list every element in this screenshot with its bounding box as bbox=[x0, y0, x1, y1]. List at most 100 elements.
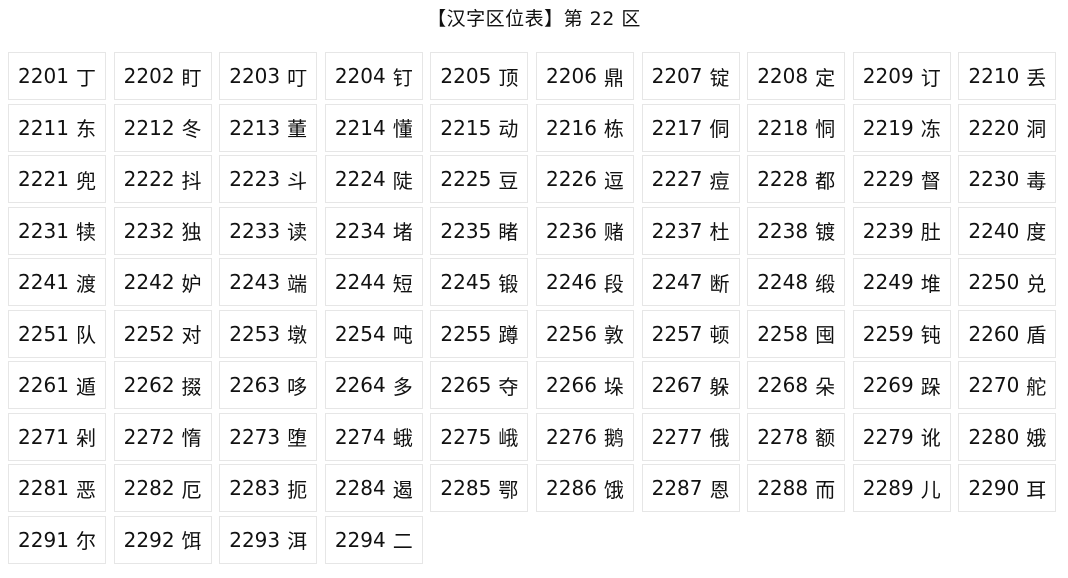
character-cell: 2268 朵 bbox=[747, 361, 846, 409]
cell-code: 2258 bbox=[757, 321, 809, 346]
cell-character: 定 bbox=[815, 65, 836, 90]
cell-code: 2274 bbox=[334, 424, 386, 449]
character-cell: 2232 独 bbox=[113, 206, 212, 255]
cell-code: 2263 bbox=[229, 373, 281, 397]
cell-code: 2243 bbox=[229, 270, 281, 294]
cell-code: 2236 bbox=[546, 218, 597, 243]
cell-character: 断 bbox=[709, 271, 730, 296]
character-cell: 2279 讹 bbox=[852, 412, 951, 461]
cell-character: 堵 bbox=[392, 220, 413, 244]
cell-character: 夺 bbox=[498, 374, 519, 399]
character-cell: 2283 扼 bbox=[219, 464, 318, 512]
cell-character: 斗 bbox=[287, 168, 308, 193]
cell-code: 2282 bbox=[123, 476, 175, 500]
cell-character: 盾 bbox=[1026, 323, 1047, 347]
cell-character: 懂 bbox=[392, 117, 413, 141]
character-cell: 2201 丁 bbox=[8, 52, 106, 100]
cell-code: 2261 bbox=[18, 373, 69, 397]
character-cell: 2218 恫 bbox=[747, 103, 846, 152]
cell-character: 洱 bbox=[287, 529, 308, 553]
cell-code: 2273 bbox=[229, 424, 281, 449]
cell-code: 2262 bbox=[123, 373, 175, 397]
cell-code: 2283 bbox=[229, 476, 281, 500]
character-cell: 2206 鼎 bbox=[535, 52, 634, 100]
character-cell: 2284 遏 bbox=[324, 464, 423, 512]
cell-character: 动 bbox=[498, 117, 519, 141]
cell-code: 2228 bbox=[757, 167, 809, 191]
cell-code: 2275 bbox=[440, 424, 492, 449]
cell-code: 2278 bbox=[757, 424, 809, 449]
cell-code: 2206 bbox=[546, 64, 597, 88]
character-cell: 2224 陡 bbox=[324, 155, 423, 203]
cell-character: 堆 bbox=[920, 271, 941, 296]
cell-character: 饿 bbox=[603, 477, 624, 502]
cell-character: 丁 bbox=[75, 65, 96, 90]
character-cell: 2270 舵 bbox=[958, 361, 1057, 409]
cell-code: 2242 bbox=[123, 270, 175, 294]
character-cell: 2267 躲 bbox=[641, 361, 740, 409]
character-cell: 2211 东 bbox=[8, 103, 106, 152]
cell-code: 2221 bbox=[18, 167, 69, 191]
cell-code: 2276 bbox=[546, 424, 597, 449]
cell-code: 2256 bbox=[546, 321, 597, 346]
cell-character: 遏 bbox=[392, 477, 413, 502]
cell-code: 2247 bbox=[651, 270, 703, 294]
character-cell: 2277 俄 bbox=[641, 412, 740, 461]
cell-character: 队 bbox=[75, 323, 96, 347]
cell-code: 2241 bbox=[18, 270, 69, 294]
character-cell: 2291 尔 bbox=[8, 515, 106, 564]
character-cell: 2208 定 bbox=[747, 52, 846, 100]
character-cell: 2262 掇 bbox=[113, 361, 212, 409]
character-cell: 2287 恩 bbox=[641, 464, 740, 512]
character-cell: 2222 抖 bbox=[113, 155, 212, 203]
cell-code: 2252 bbox=[123, 321, 175, 346]
character-cell: 2260 盾 bbox=[958, 309, 1057, 358]
character-cell: 2202 盯 bbox=[113, 52, 212, 100]
cell-character: 俄 bbox=[709, 426, 730, 450]
cell-character: 鹅 bbox=[603, 426, 624, 450]
cell-code: 2235 bbox=[440, 218, 492, 243]
character-cell: 2246 段 bbox=[535, 258, 634, 306]
character-cell: 2226 逗 bbox=[535, 155, 634, 203]
character-cell: 2259 钝 bbox=[852, 309, 951, 358]
character-cell: 2210 丢 bbox=[958, 52, 1057, 100]
cell-code: 2265 bbox=[440, 373, 492, 397]
cell-character: 跺 bbox=[920, 374, 941, 399]
character-cell: 2252 对 bbox=[113, 309, 212, 358]
cell-character: 而 bbox=[815, 477, 836, 502]
cell-code: 2202 bbox=[123, 64, 175, 88]
cell-character: 耳 bbox=[1026, 477, 1047, 502]
cell-character: 吨 bbox=[392, 323, 413, 347]
cell-character: 杜 bbox=[709, 220, 730, 244]
cell-code: 2253 bbox=[229, 321, 281, 346]
cell-character: 睹 bbox=[498, 220, 519, 244]
character-cell: 2235 睹 bbox=[430, 206, 529, 255]
character-cell: 2225 豆 bbox=[430, 155, 529, 203]
character-cell: 2204 钉 bbox=[324, 52, 423, 100]
cell-code: 2294 bbox=[334, 527, 386, 552]
character-cell: 2236 赌 bbox=[535, 206, 634, 255]
cell-character: 钉 bbox=[392, 65, 413, 90]
cell-code: 2218 bbox=[757, 115, 809, 140]
cell-character: 二 bbox=[392, 529, 413, 553]
cell-character: 都 bbox=[815, 168, 836, 193]
cell-character: 掇 bbox=[181, 374, 202, 399]
character-cell: 2290 耳 bbox=[958, 464, 1057, 512]
character-cell: 2289 儿 bbox=[852, 464, 951, 512]
page-title: 【汉字区位表】第 22 区 bbox=[427, 8, 641, 30]
character-cell: 2237 杜 bbox=[641, 206, 740, 255]
cell-character: 赌 bbox=[603, 220, 624, 244]
cell-code: 2267 bbox=[651, 373, 703, 397]
cell-code: 2225 bbox=[440, 167, 492, 191]
cell-code: 2266 bbox=[546, 373, 597, 397]
character-cell: 2234 堵 bbox=[324, 206, 423, 255]
character-cell: 2281 恶 bbox=[8, 464, 106, 512]
cell-character: 抖 bbox=[181, 168, 202, 193]
cell-code: 2245 bbox=[440, 270, 492, 294]
cell-character: 端 bbox=[287, 271, 308, 296]
character-cell: 2227 痘 bbox=[641, 155, 740, 203]
cell-code: 2222 bbox=[123, 167, 175, 191]
character-cell: 2269 跺 bbox=[852, 361, 951, 409]
cell-code: 2271 bbox=[18, 424, 69, 449]
cell-character: 毒 bbox=[1026, 168, 1047, 193]
